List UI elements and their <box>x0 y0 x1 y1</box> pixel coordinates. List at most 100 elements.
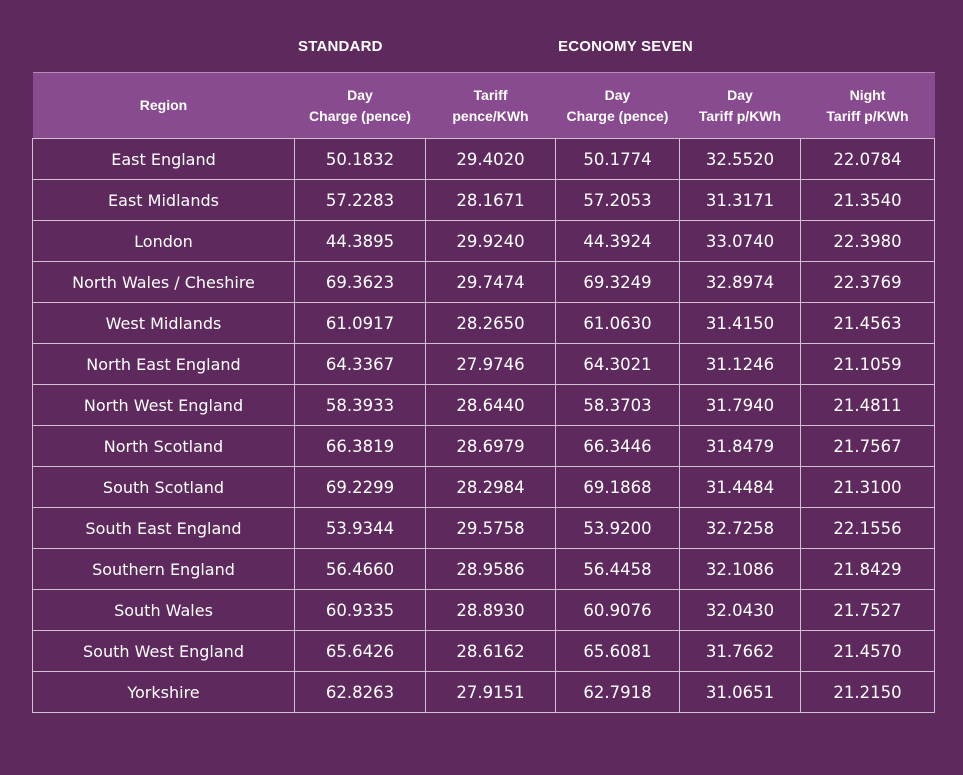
standard-tariff-cell: 28.6979 <box>425 425 556 467</box>
economy-day-tariff-cell: 31.0651 <box>679 671 801 713</box>
header-standard-tariff-line1: Tariff <box>473 86 508 103</box>
economy-day-tariff-cell: 33.0740 <box>679 220 801 262</box>
economy-night-tariff-cell: 21.3100 <box>800 466 935 508</box>
table-row: East Midlands 57.2283 28.1671 57.2053 31… <box>32 179 935 221</box>
economy-day-charge-cell: 62.7918 <box>555 671 680 713</box>
standard-day-charge-cell: 58.3933 <box>294 384 426 426</box>
standard-day-charge-cell: 69.3623 <box>294 261 426 303</box>
standard-tariff-cell: 28.6162 <box>425 630 556 672</box>
region-cell: East Midlands <box>32 179 295 221</box>
standard-day-charge-cell: 65.6426 <box>294 630 426 672</box>
header-standard-day-charge: Day Charge (pence) <box>294 72 426 139</box>
region-cell: South Scotland <box>32 466 295 508</box>
header-economy-night-tariff: Night Tariff p/KWh <box>800 72 935 139</box>
economy-day-charge-cell: 65.6081 <box>555 630 680 672</box>
economy-night-tariff-cell: 21.4811 <box>800 384 935 426</box>
header-economy-day-tariff-line1: Day <box>727 86 753 103</box>
header-standard-day-charge-line1: Day <box>347 86 373 103</box>
economy-day-tariff-cell: 32.7258 <box>679 507 801 549</box>
economy-day-charge-cell: 64.3021 <box>555 343 680 385</box>
economy-day-tariff-cell: 31.4484 <box>679 466 801 508</box>
table-body: East England 50.1832 29.4020 50.1774 32.… <box>32 138 935 713</box>
economy-night-tariff-cell: 22.0784 <box>800 138 935 180</box>
table-row: West Midlands 61.0917 28.2650 61.0630 31… <box>32 302 935 344</box>
header-economy-night-tariff-line1: Night <box>849 86 886 103</box>
economy-day-charge-cell: 57.2053 <box>555 179 680 221</box>
economy-night-tariff-cell: 21.1059 <box>800 343 935 385</box>
economy-day-charge-cell: 61.0630 <box>555 302 680 344</box>
header-region-label: Region <box>139 97 188 113</box>
standard-day-charge-cell: 62.8263 <box>294 671 426 713</box>
table-row: London 44.3895 29.9240 44.3924 33.0740 2… <box>32 220 935 262</box>
region-cell: North West England <box>32 384 295 426</box>
standard-tariff-cell: 28.9586 <box>425 548 556 590</box>
economy-night-tariff-cell: 22.3769 <box>800 261 935 303</box>
standard-tariff-cell: 28.2650 <box>425 302 556 344</box>
table-row: North West England 58.3933 28.6440 58.37… <box>32 384 935 426</box>
header-economy-day-charge: Day Charge (pence) <box>555 72 680 139</box>
standard-day-charge-cell: 61.0917 <box>294 302 426 344</box>
economy-day-charge-cell: 60.9076 <box>555 589 680 631</box>
economy-night-tariff-cell: 22.1556 <box>800 507 935 549</box>
economy-day-tariff-cell: 31.3171 <box>679 179 801 221</box>
economy-day-charge-cell: 69.3249 <box>555 261 680 303</box>
region-cell: Yorkshire <box>32 671 295 713</box>
standard-tariff-cell: 28.1671 <box>425 179 556 221</box>
economy-day-charge-cell: 66.3446 <box>555 425 680 467</box>
table-row: Yorkshire 62.8263 27.9151 62.7918 31.065… <box>32 671 935 713</box>
economy-night-tariff-cell: 21.4563 <box>800 302 935 344</box>
header-economy-day-tariff-line2: Tariff p/KWh <box>698 107 782 124</box>
region-cell: East England <box>32 138 295 180</box>
standard-tariff-cell: 28.8930 <box>425 589 556 631</box>
header-economy-night-tariff-line2: Tariff p/KWh <box>826 107 909 124</box>
economy-night-tariff-cell: 21.2150 <box>800 671 935 713</box>
standard-day-charge-cell: 56.4660 <box>294 548 426 590</box>
economy-day-tariff-cell: 32.8974 <box>679 261 801 303</box>
standard-group-label: STANDARD <box>298 38 383 55</box>
economy-night-tariff-cell: 21.4570 <box>800 630 935 672</box>
standard-tariff-cell: 27.9746 <box>425 343 556 385</box>
standard-tariff-cell: 29.4020 <box>425 138 556 180</box>
region-cell: South East England <box>32 507 295 549</box>
economy-day-charge-cell: 53.9200 <box>555 507 680 549</box>
economy-day-tariff-cell: 32.1086 <box>679 548 801 590</box>
economy-night-tariff-cell: 22.3980 <box>800 220 935 262</box>
table-row: Southern England 56.4660 28.9586 56.4458… <box>32 548 935 590</box>
standard-day-charge-cell: 69.2299 <box>294 466 426 508</box>
standard-day-charge-cell: 53.9344 <box>294 507 426 549</box>
economy-night-tariff-cell: 21.3540 <box>800 179 935 221</box>
economy-day-tariff-cell: 31.4150 <box>679 302 801 344</box>
standard-tariff-cell: 29.5758 <box>425 507 556 549</box>
region-cell: North Wales / Cheshire <box>32 261 295 303</box>
header-standard-tariff: Tariff pence/KWh <box>425 72 556 139</box>
table-row: North Scotland 66.3819 28.6979 66.3446 3… <box>32 425 935 467</box>
economy-day-tariff-cell: 32.0430 <box>679 589 801 631</box>
header-standard-tariff-line2: pence/KWh <box>452 107 529 124</box>
standard-tariff-cell: 28.6440 <box>425 384 556 426</box>
table-header: Region Day Charge (pence) Tariff pence/K… <box>32 72 935 139</box>
table-row: North Wales / Cheshire 69.3623 29.7474 6… <box>32 261 935 303</box>
standard-tariff-cell: 27.9151 <box>425 671 556 713</box>
header-region: Region <box>32 72 295 139</box>
standard-day-charge-cell: 50.1832 <box>294 138 426 180</box>
economy-day-charge-cell: 50.1774 <box>555 138 680 180</box>
region-cell: North East England <box>32 343 295 385</box>
table-row: South Scotland 69.2299 28.2984 69.1868 3… <box>32 466 935 508</box>
economy-day-tariff-cell: 31.7662 <box>679 630 801 672</box>
table-row: South East England 53.9344 29.5758 53.92… <box>32 507 935 549</box>
economy-day-tariff-cell: 31.1246 <box>679 343 801 385</box>
region-cell: South Wales <box>32 589 295 631</box>
economy-day-tariff-cell: 32.5520 <box>679 138 801 180</box>
economy-night-tariff-cell: 21.8429 <box>800 548 935 590</box>
region-cell: Southern England <box>32 548 295 590</box>
standard-day-charge-cell: 60.9335 <box>294 589 426 631</box>
economy-day-charge-cell: 69.1868 <box>555 466 680 508</box>
header-row: Region Day Charge (pence) Tariff pence/K… <box>32 72 935 139</box>
column-group-labels: STANDARD ECONOMY SEVEN <box>0 38 963 60</box>
region-cell: West Midlands <box>32 302 295 344</box>
standard-tariff-cell: 29.9240 <box>425 220 556 262</box>
economy-day-tariff-cell: 31.7940 <box>679 384 801 426</box>
header-economy-day-tariff: Day Tariff p/KWh <box>679 72 801 139</box>
header-standard-day-charge-line2: Charge (pence) <box>309 107 411 124</box>
table-row: South West England 65.6426 28.6162 65.60… <box>32 630 935 672</box>
